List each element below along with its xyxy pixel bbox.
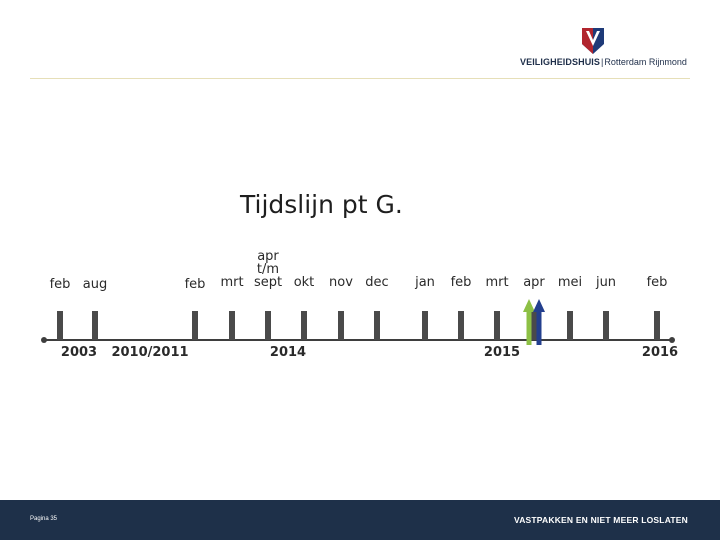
timeline-tick [229,311,235,340]
timeline-start-dot [41,337,47,343]
timeline-year-label: 2010/2011 [111,345,189,360]
timeline-month-label: feb [49,277,71,292]
logo-wordmark: VEILIGHEIDSHUIS|Rotterdam Rijnmond [520,57,687,67]
timeline-tick [654,311,660,340]
timeline-month-label: mrt [220,275,244,290]
timeline-year-label: 2016 [641,345,679,360]
timeline-tick [494,311,500,340]
timeline-tick [338,311,344,340]
timeline-tick [567,311,573,340]
timeline-tick [192,311,198,340]
timeline-month-label: apr t/m sept [253,249,283,290]
timeline-end-dot [669,337,675,343]
slide-title: Tijdslijn pt G. [240,190,403,219]
timeline-year-label: 2003 [60,345,98,360]
timeline-month-label: aug [82,277,108,292]
timeline-month-label: apr [523,275,545,290]
timeline-tick [92,311,98,340]
timeline-month-label: mei [557,275,583,290]
timeline-tick [374,311,380,340]
timeline-year-label: 2015 [483,345,521,360]
timeline-month-label: jan [415,275,435,290]
page-number: Pagina 35 [30,516,58,522]
timeline-month-label: feb [646,275,668,290]
timeline-month-label: mrt [485,275,509,290]
timeline-tick [603,311,609,340]
timeline-month-label: feb [450,275,472,290]
timeline-month-label: nov [329,275,353,290]
blue-arrow-icon [533,299,545,345]
logo-brand: VEILIGHEIDSHUIS [520,57,601,67]
timeline-month-label: feb [184,277,206,292]
veiligheidshuis-logo-icon [582,28,604,54]
header-rule [30,78,690,79]
timeline-tick [531,311,537,340]
timeline-tick [57,311,63,340]
logo-separator: | [601,57,604,67]
timeline-month-label: dec [365,275,389,290]
logo-region: Rotterdam Rijnmond [604,57,687,67]
timeline-month-label: jun [595,275,617,290]
logo: VEILIGHEIDSHUIS|Rotterdam Rijnmond [520,28,700,68]
footer-bar: Pagina 35 VASTPAKKEN EN NIET MEER LOSLAT… [0,500,720,540]
timeline-tick [422,311,428,340]
timeline-tick [265,311,271,340]
green-arrow-icon [523,299,535,345]
timeline-year-label: 2014 [269,345,307,360]
timeline-month-label: okt [293,275,315,290]
timeline-tick [458,311,464,340]
timeline-tick [301,311,307,340]
footer-slogan: VASTPAKKEN EN NIET MEER LOSLATEN [513,515,688,525]
